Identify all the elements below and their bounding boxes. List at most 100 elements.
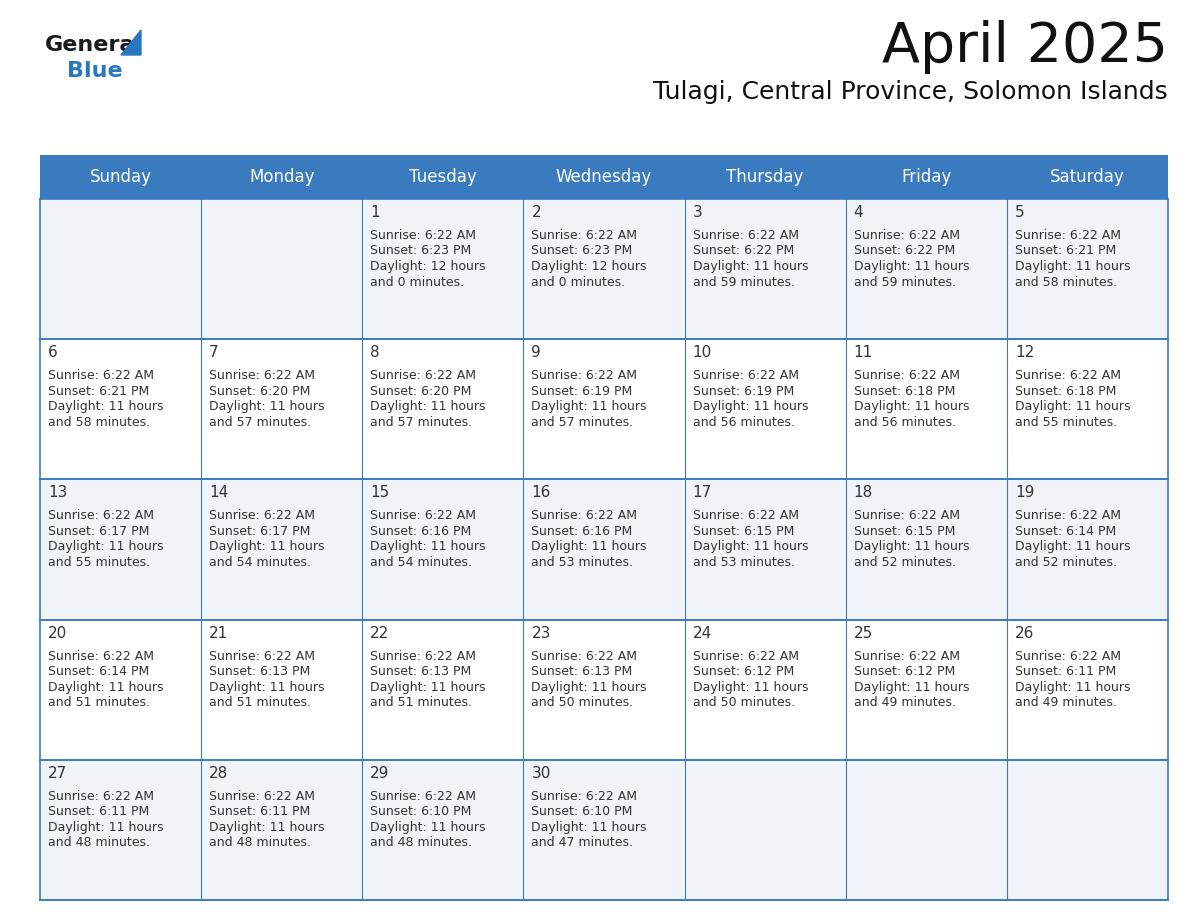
Text: Sunset: 6:14 PM: Sunset: 6:14 PM: [1015, 525, 1116, 538]
Text: Tuesday: Tuesday: [409, 168, 476, 186]
Text: Sunset: 6:10 PM: Sunset: 6:10 PM: [531, 805, 633, 818]
Text: Daylight: 11 hours: Daylight: 11 hours: [1015, 260, 1130, 273]
Text: Sunday: Sunday: [89, 168, 152, 186]
Text: and 57 minutes.: and 57 minutes.: [371, 416, 473, 429]
Text: Daylight: 11 hours: Daylight: 11 hours: [48, 541, 164, 554]
Text: and 49 minutes.: and 49 minutes.: [1015, 696, 1117, 709]
Bar: [40, 199, 1168, 339]
Text: Daylight: 11 hours: Daylight: 11 hours: [209, 541, 324, 554]
Text: Sunrise: 6:22 AM: Sunrise: 6:22 AM: [371, 650, 476, 663]
Text: Daylight: 11 hours: Daylight: 11 hours: [371, 541, 486, 554]
Text: Daylight: 11 hours: Daylight: 11 hours: [693, 400, 808, 413]
Text: Daylight: 11 hours: Daylight: 11 hours: [371, 821, 486, 834]
Text: and 56 minutes.: and 56 minutes.: [693, 416, 795, 429]
Text: Sunrise: 6:22 AM: Sunrise: 6:22 AM: [1015, 509, 1120, 522]
Text: and 51 minutes.: and 51 minutes.: [48, 696, 150, 709]
Text: Sunset: 6:21 PM: Sunset: 6:21 PM: [48, 385, 150, 397]
Text: Daylight: 11 hours: Daylight: 11 hours: [854, 400, 969, 413]
Bar: [40, 339, 1168, 479]
Text: and 51 minutes.: and 51 minutes.: [209, 696, 311, 709]
Text: Sunrise: 6:22 AM: Sunrise: 6:22 AM: [531, 650, 638, 663]
Text: Sunrise: 6:22 AM: Sunrise: 6:22 AM: [531, 229, 638, 242]
Text: Daylight: 11 hours: Daylight: 11 hours: [854, 260, 969, 273]
Text: and 52 minutes.: and 52 minutes.: [1015, 556, 1117, 569]
Text: and 54 minutes.: and 54 minutes.: [209, 556, 311, 569]
Text: Saturday: Saturday: [1050, 168, 1125, 186]
Text: 6: 6: [48, 345, 58, 360]
Text: 11: 11: [854, 345, 873, 360]
Text: and 57 minutes.: and 57 minutes.: [209, 416, 311, 429]
Text: and 58 minutes.: and 58 minutes.: [1015, 275, 1117, 288]
Text: Sunrise: 6:22 AM: Sunrise: 6:22 AM: [531, 789, 638, 803]
Text: Daylight: 11 hours: Daylight: 11 hours: [1015, 400, 1130, 413]
Text: 30: 30: [531, 766, 551, 781]
Text: Sunrise: 6:22 AM: Sunrise: 6:22 AM: [1015, 229, 1120, 242]
Text: Sunrise: 6:22 AM: Sunrise: 6:22 AM: [531, 509, 638, 522]
Text: Sunset: 6:17 PM: Sunset: 6:17 PM: [209, 525, 310, 538]
Text: 1: 1: [371, 205, 380, 220]
Text: 9: 9: [531, 345, 542, 360]
Text: 17: 17: [693, 486, 712, 500]
Text: Daylight: 11 hours: Daylight: 11 hours: [48, 400, 164, 413]
Text: and 55 minutes.: and 55 minutes.: [48, 556, 150, 569]
Text: and 48 minutes.: and 48 minutes.: [371, 836, 473, 849]
Text: 28: 28: [209, 766, 228, 781]
Text: Sunset: 6:23 PM: Sunset: 6:23 PM: [531, 244, 633, 258]
Text: Daylight: 12 hours: Daylight: 12 hours: [371, 260, 486, 273]
Text: Sunrise: 6:22 AM: Sunrise: 6:22 AM: [1015, 650, 1120, 663]
Text: and 47 minutes.: and 47 minutes.: [531, 836, 633, 849]
Text: 5: 5: [1015, 205, 1024, 220]
Text: Daylight: 11 hours: Daylight: 11 hours: [693, 541, 808, 554]
Text: Sunrise: 6:22 AM: Sunrise: 6:22 AM: [371, 229, 476, 242]
Text: and 56 minutes.: and 56 minutes.: [854, 416, 955, 429]
Text: Sunset: 6:18 PM: Sunset: 6:18 PM: [1015, 385, 1117, 397]
Text: 4: 4: [854, 205, 864, 220]
Text: 25: 25: [854, 625, 873, 641]
Text: Sunrise: 6:22 AM: Sunrise: 6:22 AM: [48, 509, 154, 522]
Text: 14: 14: [209, 486, 228, 500]
Text: Daylight: 11 hours: Daylight: 11 hours: [371, 400, 486, 413]
Text: Sunrise: 6:22 AM: Sunrise: 6:22 AM: [48, 650, 154, 663]
Text: Daylight: 11 hours: Daylight: 11 hours: [531, 400, 647, 413]
Text: 10: 10: [693, 345, 712, 360]
Text: and 57 minutes.: and 57 minutes.: [531, 416, 633, 429]
Text: and 0 minutes.: and 0 minutes.: [531, 275, 626, 288]
Text: and 58 minutes.: and 58 minutes.: [48, 416, 150, 429]
Text: Sunset: 6:20 PM: Sunset: 6:20 PM: [209, 385, 310, 397]
Text: Sunrise: 6:22 AM: Sunrise: 6:22 AM: [531, 369, 638, 382]
Text: Tulagi, Central Province, Solomon Islands: Tulagi, Central Province, Solomon Island…: [653, 80, 1168, 104]
Text: Sunset: 6:11 PM: Sunset: 6:11 PM: [48, 805, 150, 818]
Text: Sunset: 6:10 PM: Sunset: 6:10 PM: [371, 805, 472, 818]
Text: Daylight: 11 hours: Daylight: 11 hours: [1015, 680, 1130, 694]
Text: Wednesday: Wednesday: [556, 168, 652, 186]
Text: 22: 22: [371, 625, 390, 641]
Text: Sunset: 6:19 PM: Sunset: 6:19 PM: [531, 385, 633, 397]
Text: Sunset: 6:13 PM: Sunset: 6:13 PM: [371, 666, 472, 678]
Text: 2: 2: [531, 205, 541, 220]
Text: Daylight: 11 hours: Daylight: 11 hours: [48, 680, 164, 694]
Text: Sunset: 6:21 PM: Sunset: 6:21 PM: [1015, 244, 1116, 258]
Text: Daylight: 11 hours: Daylight: 11 hours: [48, 821, 164, 834]
Text: Sunrise: 6:22 AM: Sunrise: 6:22 AM: [854, 369, 960, 382]
Text: Sunset: 6:23 PM: Sunset: 6:23 PM: [371, 244, 472, 258]
Text: 29: 29: [371, 766, 390, 781]
Text: Daylight: 11 hours: Daylight: 11 hours: [693, 260, 808, 273]
Text: Sunset: 6:13 PM: Sunset: 6:13 PM: [209, 666, 310, 678]
Text: Sunset: 6:22 PM: Sunset: 6:22 PM: [854, 244, 955, 258]
Text: Sunrise: 6:22 AM: Sunrise: 6:22 AM: [48, 789, 154, 803]
Text: 15: 15: [371, 486, 390, 500]
Text: 12: 12: [1015, 345, 1034, 360]
Text: Daylight: 11 hours: Daylight: 11 hours: [209, 680, 324, 694]
Text: General: General: [45, 35, 143, 55]
Text: Sunset: 6:14 PM: Sunset: 6:14 PM: [48, 666, 150, 678]
Text: Sunrise: 6:22 AM: Sunrise: 6:22 AM: [854, 229, 960, 242]
Text: Sunrise: 6:22 AM: Sunrise: 6:22 AM: [854, 650, 960, 663]
Text: Sunrise: 6:22 AM: Sunrise: 6:22 AM: [371, 509, 476, 522]
Text: Sunrise: 6:22 AM: Sunrise: 6:22 AM: [693, 509, 798, 522]
Text: 16: 16: [531, 486, 551, 500]
Text: and 50 minutes.: and 50 minutes.: [693, 696, 795, 709]
Text: Sunset: 6:15 PM: Sunset: 6:15 PM: [693, 525, 794, 538]
Text: and 50 minutes.: and 50 minutes.: [531, 696, 633, 709]
Text: Sunset: 6:22 PM: Sunset: 6:22 PM: [693, 244, 794, 258]
Text: 3: 3: [693, 205, 702, 220]
